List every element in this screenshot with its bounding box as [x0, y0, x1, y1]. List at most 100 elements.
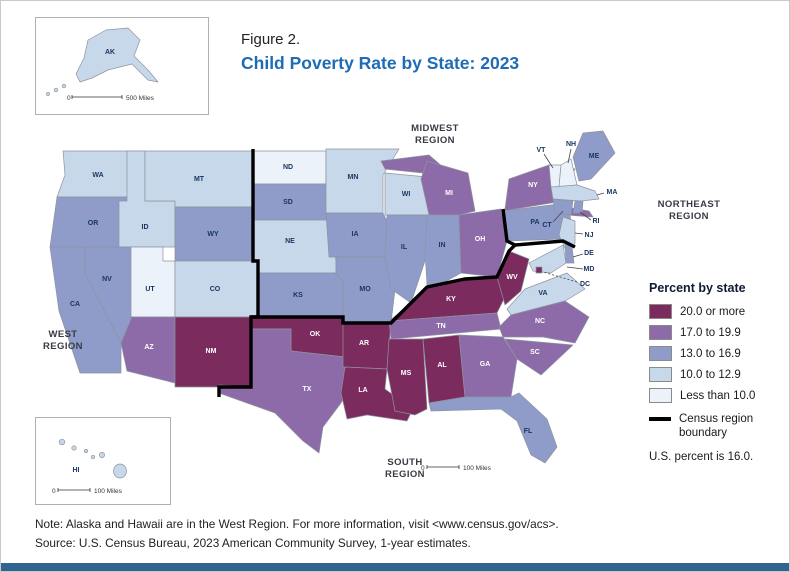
state-mi [420, 160, 476, 216]
state-label-hi: HI [73, 467, 80, 474]
state-in [424, 214, 462, 286]
state-label-ri: RI [593, 218, 600, 225]
state-dc [535, 266, 543, 274]
state-label-or: OR [88, 220, 99, 227]
alaska-scale-bar [71, 95, 123, 99]
state-label-al: AL [437, 362, 447, 369]
us-choropleth-map: WA OR CA NV ID MT WY UT CO AZ NM ND SD N… [49, 130, 617, 472]
hawaii-inset: HI 0 100 Miles [35, 417, 171, 505]
alaska-scale-label: 500 Miles [126, 95, 155, 102]
alaska-map: AK 0 500 Miles [46, 27, 159, 102]
state-ne [252, 219, 337, 274]
main-scale-zero: 0 [421, 465, 425, 472]
hawaii-scale-zero: 0 [52, 488, 56, 495]
state-label-tx: TX [303, 386, 312, 393]
legend-title: Percent by state [649, 281, 746, 295]
state-al [422, 334, 466, 404]
state-label-ca: CA [70, 301, 80, 308]
state-label-az: AZ [144, 344, 154, 351]
state-me [572, 130, 616, 182]
state-ak [75, 27, 159, 83]
state-label-wi: WI [402, 191, 411, 198]
main-scale-bar [426, 465, 460, 469]
state-label-me: ME [589, 153, 600, 160]
boundary-line-swatch [649, 417, 671, 421]
state-ia [325, 212, 394, 258]
state-label-ms: MS [401, 370, 412, 377]
legend-swatch-c5 [649, 388, 672, 403]
leader-line-ct [552, 210, 564, 223]
state-mn [325, 148, 400, 214]
state-ri [572, 200, 584, 214]
hawaii-scale-label: 100 Miles [94, 488, 123, 495]
state-label-mt: MT [194, 176, 205, 183]
state-ut [130, 246, 176, 318]
legend-swatch-c2 [649, 325, 672, 340]
alaska-inset: AK 0 500 Miles [35, 17, 209, 115]
main-scale-label: 100 Miles [463, 465, 492, 472]
figure-title: Child Poverty Rate by State: 2023 [241, 53, 520, 73]
state-label-ia: IA [352, 231, 359, 238]
state-label-ct: CT [542, 222, 552, 229]
state-label-wy: WY [207, 231, 219, 238]
leader-line-md [566, 266, 584, 270]
state-label-mo: MO [359, 286, 371, 293]
title-block: Figure 2. Child Poverty Rate by State: 2… [241, 31, 519, 74]
hawaii-map: HI 0 100 Miles [52, 438, 127, 495]
state-label-id: ID [142, 224, 149, 231]
legend-item: 17.0 to 19.9 [649, 325, 787, 340]
state-oh [458, 208, 508, 278]
hawaii-island [113, 463, 127, 479]
state-label-mn: MN [348, 174, 359, 181]
state-label-wv: WV [506, 274, 518, 281]
footnotes: Note: Alaska and Hawaii are in the West … [35, 515, 559, 554]
leader-line-de [572, 253, 584, 258]
state-ma [550, 184, 600, 202]
state-label-nh: NH [566, 141, 576, 148]
legend-item: 10.0 to 12.9 [649, 367, 787, 382]
leader-line-dc [542, 271, 578, 283]
leader-line-nh [567, 148, 572, 164]
state-label-ks: KS [293, 292, 303, 299]
region-label-midwest: MIDWEST REGION [411, 123, 459, 147]
aleutian-island [61, 83, 67, 89]
state-fl [428, 392, 558, 464]
state-label-nc: NC [535, 318, 545, 325]
state-label-dc: DC [580, 281, 590, 288]
census-region-boundary-midwest-south [251, 239, 576, 325]
state-label-ak: AK [105, 49, 115, 56]
hawaii-scale-bar [57, 488, 91, 492]
state-label-fl: FL [524, 428, 533, 435]
hawaii-island [71, 445, 77, 451]
state-label-ny: NY [528, 182, 538, 189]
state-label-oh: OH [475, 236, 486, 243]
leader-line-nj [574, 232, 584, 235]
leader-line-ma [596, 192, 605, 196]
legend-swatch-c4 [649, 367, 672, 382]
figure-number: Figure 2. [241, 31, 301, 48]
source-line: Source: U.S. Census Bureau, 2023 America… [35, 536, 471, 551]
state-label-ky: KY [446, 296, 456, 303]
hawaii-island [58, 438, 66, 446]
leader-line-vt [543, 153, 554, 169]
state-label-la: LA [358, 387, 367, 394]
state-label-ut: UT [145, 286, 155, 293]
legend: Percent by state 20.0 or more 17.0 to 19… [649, 281, 787, 463]
state-nc [498, 300, 590, 344]
note-line: Note: Alaska and Hawaii are in the West … [35, 517, 559, 531]
legend-item-boundary: Census region boundary [649, 412, 787, 441]
region-label-south: SOUTH REGION [385, 457, 425, 481]
aleutian-island [46, 92, 50, 96]
state-label-ne: NE [285, 238, 295, 245]
state-label-tn: TN [436, 323, 445, 330]
us-percent-note: U.S. percent is 16.0. [649, 450, 754, 463]
footer-bar [1, 563, 789, 571]
hawaii-island [99, 452, 105, 458]
state-label-nm: NM [206, 348, 217, 355]
state-label-co: CO [210, 286, 221, 293]
state-label-sd: SD [283, 199, 293, 206]
state-label-nd: ND [283, 164, 293, 171]
state-label-sc: SC [530, 349, 540, 356]
aleutian-island [53, 87, 59, 93]
